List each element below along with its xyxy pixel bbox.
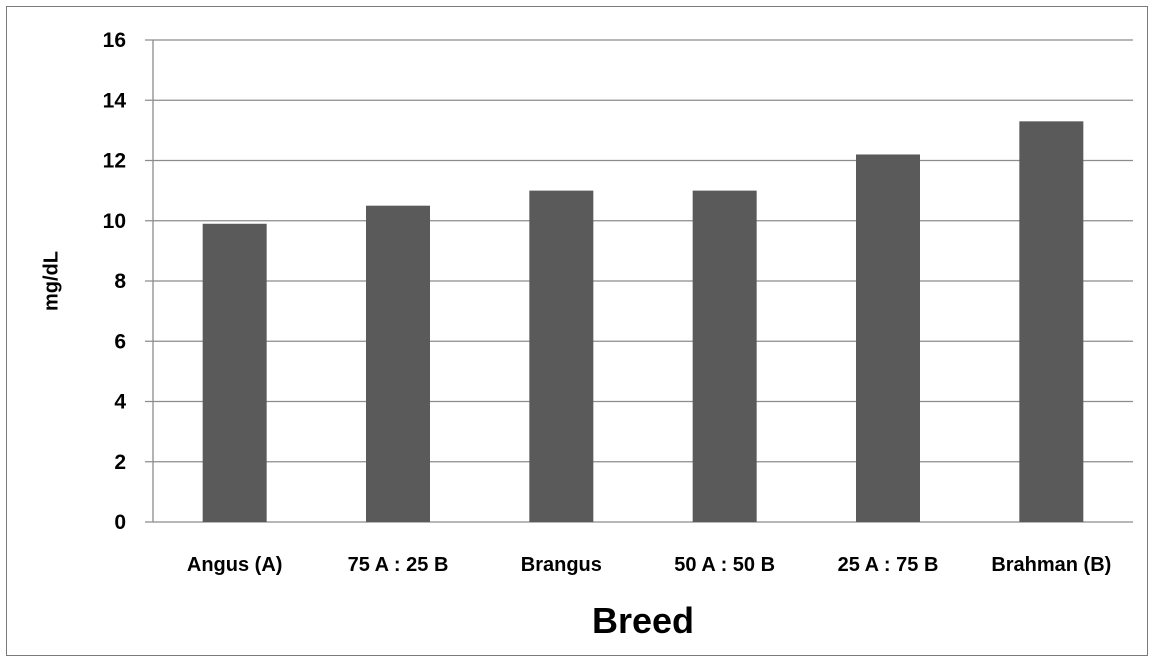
bar bbox=[1019, 121, 1084, 523]
y-tick-labels: 0 2 4 6 8 10 12 14 16 bbox=[103, 29, 127, 534]
y-tick-label: 6 bbox=[114, 330, 126, 353]
y-axis-title: mg/dL bbox=[40, 251, 62, 311]
x-category-label: 75 A : 25 B bbox=[348, 554, 449, 576]
y-tick-label: 8 bbox=[114, 270, 126, 293]
y-tick-label: 12 bbox=[103, 150, 126, 173]
bars bbox=[202, 121, 1084, 523]
bar bbox=[202, 223, 267, 522]
y-tick-label: 2 bbox=[114, 451, 126, 474]
x-category-labels: Angus (A) 75 A : 25 B Brangus 50 A : 50 B 25… bbox=[187, 554, 1111, 576]
x-category-label: Angus (A) bbox=[187, 554, 283, 576]
bar bbox=[692, 190, 757, 522]
x-category-label: 25 A : 75 B bbox=[838, 554, 939, 576]
x-axis-title: Breed bbox=[592, 600, 694, 641]
y-tick-label: 4 bbox=[114, 391, 126, 414]
y-tick-label: 14 bbox=[103, 89, 127, 112]
x-category-label: Brangus bbox=[521, 554, 602, 576]
y-tick-label: 10 bbox=[103, 210, 126, 233]
y-tick-label: 0 bbox=[114, 511, 126, 534]
y-tick-label: 16 bbox=[103, 29, 126, 52]
x-category-label: 50 A : 50 B bbox=[674, 554, 775, 576]
gridlines bbox=[145, 39, 1133, 523]
bar bbox=[529, 190, 594, 522]
bar bbox=[366, 205, 430, 522]
x-category-label: Brahman (B) bbox=[991, 554, 1111, 576]
bar bbox=[856, 154, 920, 522]
